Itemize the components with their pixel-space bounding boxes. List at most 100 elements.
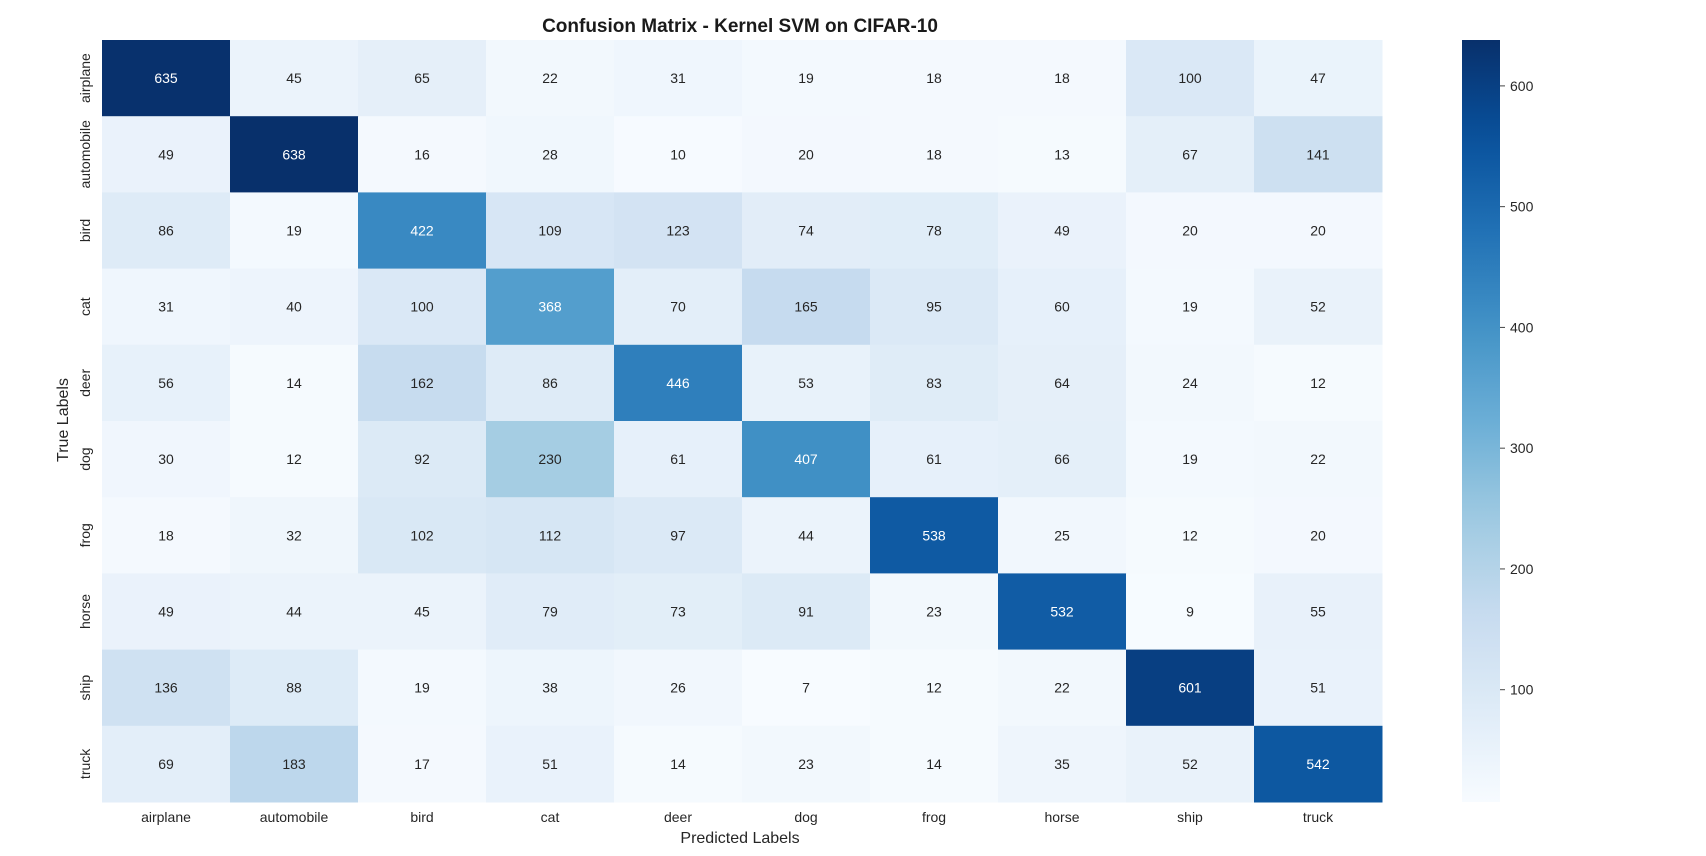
heatmap-cell-horse-dog <box>742 573 871 651</box>
cell-value-horse-frog: 23 <box>926 604 942 620</box>
cell-value-horse-automobile: 44 <box>286 604 302 620</box>
cell-value-airplane-deer: 31 <box>670 70 686 86</box>
cell-value-ship-airplane: 136 <box>154 680 178 696</box>
cell-value-bird-cat: 109 <box>538 223 562 239</box>
heatmap-cell-horse-deer <box>614 573 743 651</box>
heatmap-cell-truck-airplane <box>102 725 231 803</box>
y-tick-bird: bird <box>77 219 93 242</box>
heatmap-cell-truck-frog <box>870 725 999 803</box>
cell-value-dog-airplane: 30 <box>158 451 174 467</box>
heatmap-cell-dog-truck <box>1254 421 1383 498</box>
heatmap-cell-frog-airplane <box>102 497 231 574</box>
heatmap-cell-cat-ship <box>1126 268 1255 346</box>
heatmap-cell-bird-deer <box>614 192 743 270</box>
cell-value-automobile-airplane: 49 <box>158 146 174 162</box>
cell-value-automobile-automobile: 638 <box>282 146 306 162</box>
heatmap-cell-cat-deer <box>614 268 743 346</box>
cell-value-ship-horse: 22 <box>1054 680 1070 696</box>
heatmap-cell-airplane-dog <box>742 40 871 117</box>
heatmap-cell-frog-horse <box>998 497 1127 574</box>
heatmap-cell-horse-airplane <box>102 573 231 651</box>
cell-value-ship-deer: 26 <box>670 680 686 696</box>
colorbar-tick-600: 600 <box>1510 78 1534 94</box>
cell-value-cat-cat: 368 <box>538 299 562 315</box>
heatmap-cell-automobile-dog <box>742 116 871 193</box>
heatmap-cell-deer-cat <box>486 344 615 422</box>
cell-value-bird-deer: 123 <box>666 223 690 239</box>
heatmap-cell-bird-frog <box>870 192 999 270</box>
heatmap-cell-cat-airplane <box>102 268 231 346</box>
heatmap-cell-deer-dog <box>742 344 871 422</box>
heatmap-cell-cat-frog <box>870 268 999 346</box>
cell-value-automobile-truck: 141 <box>1306 146 1330 162</box>
heatmap-cell-horse-horse <box>998 573 1127 651</box>
cell-value-dog-horse: 66 <box>1054 451 1070 467</box>
cell-value-dog-cat: 230 <box>538 451 562 467</box>
heatmap-cell-deer-automobile <box>230 344 359 422</box>
cell-value-dog-dog: 407 <box>794 451 818 467</box>
cell-value-truck-frog: 14 <box>926 756 942 772</box>
colorbar-gradient <box>1462 40 1500 802</box>
heatmap-cell-truck-horse <box>998 725 1127 803</box>
y-tick-truck: truck <box>77 748 93 779</box>
heatmap-cell-dog-automobile <box>230 421 359 498</box>
heatmap-cell-cat-automobile <box>230 268 359 346</box>
cell-value-frog-cat: 112 <box>539 527 562 543</box>
heatmap-cell-airplane-horse <box>998 40 1127 117</box>
heatmap-cell-dog-cat <box>486 421 615 498</box>
cell-value-horse-truck: 55 <box>1310 604 1326 620</box>
cell-value-airplane-cat: 22 <box>542 70 558 86</box>
heatmap-cell-ship-dog <box>742 649 871 727</box>
cell-value-bird-automobile: 19 <box>286 223 302 239</box>
heatmap-cell-automobile-frog <box>870 116 999 193</box>
cell-value-ship-automobile: 88 <box>286 680 302 696</box>
cell-value-frog-truck: 20 <box>1310 527 1326 543</box>
heatmap-cell-bird-cat <box>486 192 615 270</box>
heatmap-cell-airplane-cat <box>486 40 615 117</box>
cell-value-horse-airplane: 49 <box>158 604 174 620</box>
cell-value-deer-airplane: 56 <box>158 375 174 391</box>
cell-value-dog-truck: 22 <box>1310 451 1326 467</box>
y-tick-deer: deer <box>77 369 93 397</box>
heatmap-cell-deer-truck <box>1254 344 1383 422</box>
y-tick-automobile: automobile <box>77 120 93 189</box>
heatmap-cell-frog-ship <box>1126 497 1255 574</box>
cell-value-deer-automobile: 14 <box>286 375 302 391</box>
cell-value-automobile-frog: 18 <box>926 146 942 162</box>
cell-value-ship-truck: 51 <box>1310 680 1326 696</box>
heatmap-cell-automobile-deer <box>614 116 743 193</box>
heatmap-cell-dog-dog <box>742 421 871 498</box>
cell-value-truck-horse: 35 <box>1054 756 1070 772</box>
cell-value-truck-automobile: 183 <box>282 756 306 772</box>
heatmap-cell-airplane-airplane <box>102 40 231 117</box>
cell-value-ship-ship: 601 <box>1178 680 1202 696</box>
heatmap-cell-ship-truck <box>1254 649 1383 727</box>
cell-value-dog-ship: 19 <box>1182 451 1198 467</box>
y-tick-frog: frog <box>77 523 93 547</box>
cell-value-horse-deer: 73 <box>670 604 686 620</box>
cell-value-deer-ship: 24 <box>1182 375 1198 391</box>
x-tick-airplane: airplane <box>141 809 191 825</box>
x-tick-dog: dog <box>794 809 817 825</box>
heatmap-cell-dog-ship <box>1126 421 1255 498</box>
x-axis-label: Predicted Labels <box>680 830 799 847</box>
heatmap-cell-bird-automobile <box>230 192 359 270</box>
colorbar-tick-500: 500 <box>1510 199 1534 215</box>
cell-value-airplane-automobile: 45 <box>286 70 302 86</box>
heatmap-cell-truck-dog <box>742 725 871 803</box>
cell-value-cat-truck: 52 <box>1310 299 1326 315</box>
cell-value-dog-frog: 61 <box>926 451 942 467</box>
heatmap-cell-ship-horse <box>998 649 1127 727</box>
cell-value-cat-frog: 95 <box>926 299 942 315</box>
cell-value-bird-truck: 20 <box>1310 223 1326 239</box>
heatmap-cell-horse-cat <box>486 573 615 651</box>
cell-value-bird-dog: 74 <box>798 223 814 239</box>
heatmap-cell-deer-bird <box>358 344 487 422</box>
cell-value-airplane-bird: 65 <box>414 70 430 86</box>
heatmap-cell-deer-deer <box>614 344 743 422</box>
cell-value-ship-cat: 38 <box>542 680 558 696</box>
y-tick-airplane: airplane <box>77 53 93 103</box>
cell-value-deer-horse: 64 <box>1054 375 1070 391</box>
x-tick-deer: deer <box>664 809 692 825</box>
